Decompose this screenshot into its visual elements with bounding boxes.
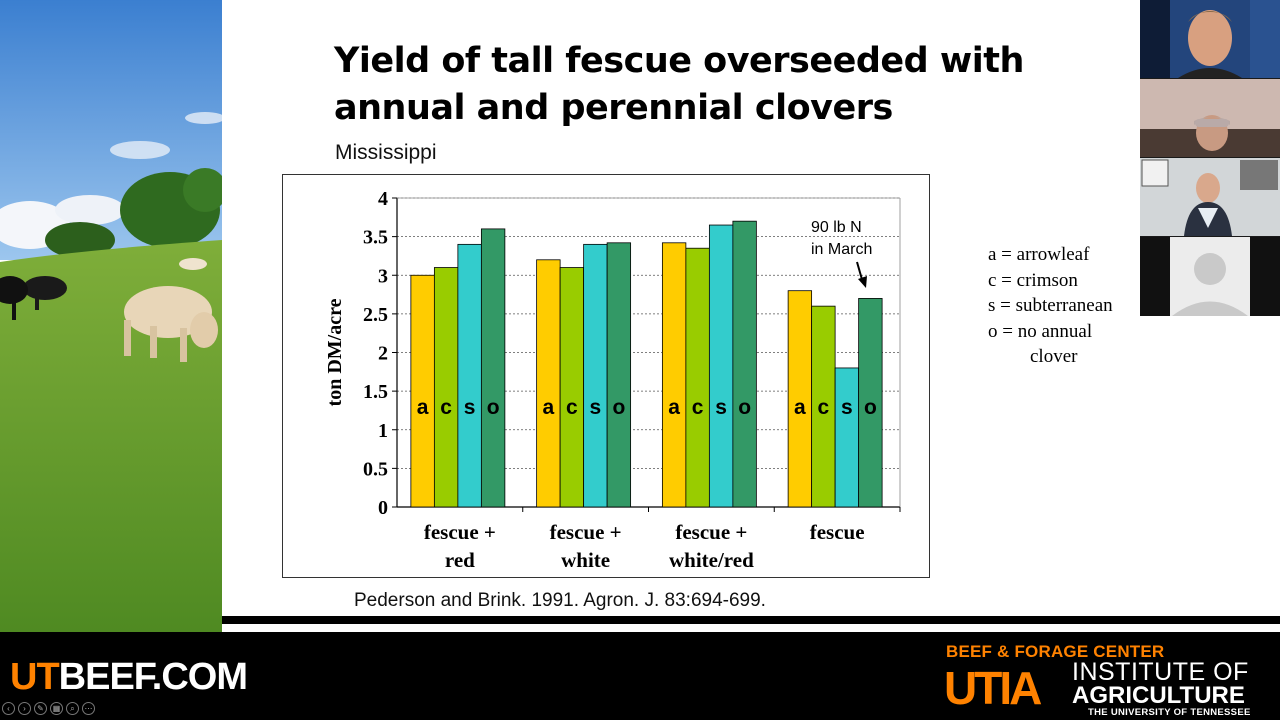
more-icon[interactable]: ⋯	[82, 702, 95, 715]
brand-rest: BEEF.COM	[58, 656, 248, 698]
slide-title-line1: Yield of tall fescue overseeded with	[334, 41, 1024, 81]
participant-1-video	[1140, 0, 1280, 78]
bar-s	[708, 224, 734, 508]
legend-item-no-annual: o = no annual	[988, 320, 1093, 342]
y-tick-label: 1.5	[363, 381, 388, 403]
footer-divider	[222, 616, 1280, 624]
bar-letter-label: c	[440, 396, 452, 419]
y-tick-label: 2	[378, 343, 388, 365]
y-tick-label: 3	[378, 265, 388, 287]
bar-letter-label: a	[417, 396, 429, 419]
bar-a	[410, 274, 435, 508]
bar-o	[606, 242, 632, 508]
bar-s	[583, 243, 608, 508]
bar-letter-label: c	[692, 396, 704, 419]
bar-letter-label: a	[543, 396, 555, 419]
utbeef-link[interactable]: UTBEEF.COM	[10, 656, 248, 699]
bar-letter-label: a	[794, 396, 806, 419]
participant-tile-3[interactable]	[1140, 158, 1280, 236]
bar-letter-label: o	[487, 396, 500, 419]
zoom-icon[interactable]: ⌕	[66, 702, 79, 715]
participant-tile-2[interactable]	[1140, 79, 1280, 157]
legend-item-arrowleaf: a = arrowleaf	[988, 244, 1090, 265]
bar-c	[685, 247, 710, 508]
agriculture-label: AGRICULTURE	[1072, 682, 1245, 709]
bar-letter-label: s	[841, 396, 853, 419]
bar-letter-label: s	[715, 396, 727, 419]
y-tick-label: 4	[378, 188, 388, 210]
slide: Yield of tall fescue overseeded with ann…	[0, 0, 1280, 632]
slides-icon[interactable]: ▦	[50, 702, 63, 715]
bar-a	[536, 259, 561, 508]
bar-o	[480, 228, 506, 508]
bar-letter-label: s	[590, 396, 602, 419]
svg-text:UTIA: UTIA	[944, 664, 1041, 708]
bar-letter-label: c	[818, 396, 830, 419]
utia-logo: UTIA	[944, 664, 1044, 708]
bar-letter-label: o	[612, 396, 625, 419]
bar-s	[457, 243, 482, 508]
category-label-line2: red	[445, 548, 475, 572]
bar-s	[834, 367, 860, 508]
bar-c	[433, 267, 459, 508]
presentation-toolbar: ‹ › ✎ ▦ ⌕ ⋯	[2, 702, 95, 718]
citation: Pederson and Brink. 1991. Agron. J. 83:6…	[354, 590, 766, 611]
legend-item-crimson: c = crimson	[988, 269, 1078, 291]
y-tick-label: 1	[378, 420, 388, 442]
category-label-line2: white	[561, 548, 610, 572]
category-label-line1: fescue +	[550, 520, 622, 544]
y-axis-label: ton DM/acre	[324, 298, 346, 406]
slide-title: Yield of tall fescue overseeded with ann…	[334, 38, 1134, 132]
university-label: THE UNIVERSITY OF TENNESSEE	[1088, 707, 1251, 718]
pen-icon[interactable]: ✎	[34, 702, 47, 715]
bar-a	[661, 242, 687, 508]
bar-letter-label: o	[864, 396, 877, 419]
next-icon[interactable]: ›	[18, 702, 31, 715]
bar-c	[559, 267, 585, 508]
slide-subtitle: Mississippi	[335, 141, 437, 164]
bar-o	[732, 220, 757, 508]
footer-bar	[0, 632, 1280, 720]
participant-tile-1[interactable]	[1140, 0, 1280, 78]
bar-letter-label: a	[668, 396, 680, 419]
category-label-line1: fescue +	[675, 520, 747, 544]
legend-item-no-annual-cont: clover	[1030, 346, 1078, 367]
bar-chart: 0 0.5 1 1.5 2 2.5 3 3.5 4 ton DM/acre a c s o fescue +…	[282, 174, 930, 578]
video-participants-panel	[1140, 0, 1280, 316]
bar-o	[858, 298, 883, 508]
annotation-line1: 90 lb N	[811, 219, 862, 236]
y-tick-label: 2.5	[363, 304, 388, 326]
category-label-line1: fescue +	[424, 520, 496, 544]
bar-letter-label: c	[566, 396, 578, 419]
participant-tile-4[interactable]	[1140, 237, 1280, 316]
pasture-cattle-photo	[0, 0, 222, 632]
user-avatar-icon	[1140, 237, 1280, 316]
bar-letter-label: o	[738, 396, 751, 419]
institute-label: INSTITUTE OF	[1072, 658, 1249, 686]
category-label-line1: fescue	[810, 520, 865, 544]
participant-3-video	[1140, 158, 1280, 236]
brand-ut: UT	[10, 656, 60, 698]
prev-icon[interactable]: ‹	[2, 702, 15, 715]
slide-title-line2: annual and perennial clovers	[334, 88, 893, 128]
y-tick-label: 0	[378, 497, 388, 519]
annotation-arrowhead	[858, 276, 867, 288]
beef-forage-center-label: BEEF & FORAGE CENTER	[946, 642, 1165, 661]
annotation-line2: in March	[811, 241, 872, 258]
y-tick-label: 3.5	[363, 227, 388, 249]
clover-legend: a = arrowleaf c = crimson s = subterrane…	[988, 242, 1113, 370]
y-tick-label: 0.5	[363, 458, 388, 480]
participant-2-video	[1140, 79, 1280, 157]
bar-letter-label: s	[464, 396, 476, 419]
legend-item-subterranean: s = subterranean	[988, 295, 1113, 316]
category-label-line2: white/red	[669, 548, 754, 572]
